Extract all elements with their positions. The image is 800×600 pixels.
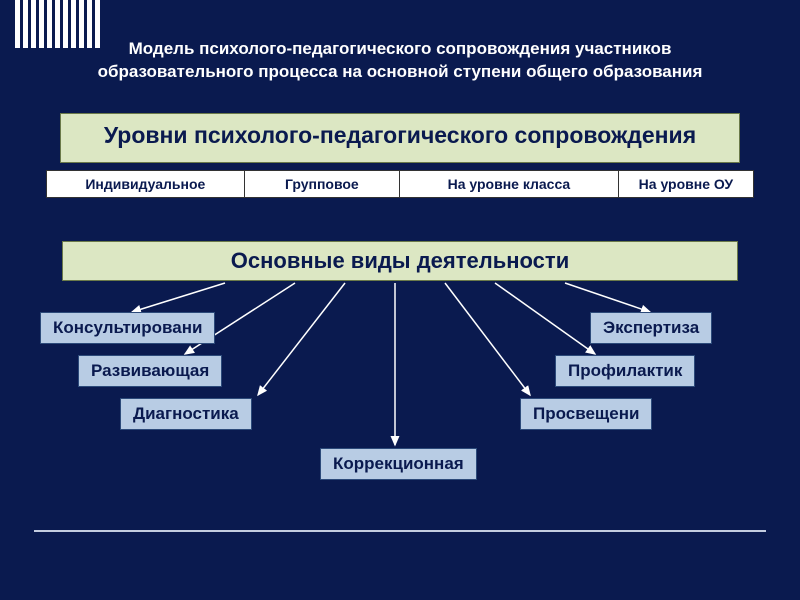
node-correctional: Коррекционная <box>320 448 477 480</box>
node-consulting: Консультировани <box>40 312 215 344</box>
node-diagnostics: Диагностика <box>120 398 252 430</box>
activities-header: Основные виды деятельности <box>62 241 738 281</box>
level-ou: На уровне ОУ <box>619 171 753 197</box>
node-prevention: Профилактик <box>555 355 695 387</box>
footer-divider <box>34 530 766 532</box>
activities-header-label: Основные виды деятельности <box>231 248 569 273</box>
level-class: На уровне класса <box>400 171 619 197</box>
level-group: Групповое <box>245 171 400 197</box>
node-enlightenment: Просвещени <box>520 398 652 430</box>
subtitle-box: Уровни психолого-педагогического сопрово… <box>60 113 740 163</box>
page-title: Модель психолого-педагогического сопрово… <box>80 38 720 84</box>
node-developing: Развивающая <box>78 355 222 387</box>
node-expertise: Экспертиза <box>590 312 712 344</box>
arrows-layer <box>0 0 800 600</box>
subtitle-text: Уровни психолого-педагогического сопрово… <box>71 122 729 148</box>
level-individual: Индивидуальное <box>47 171 245 197</box>
levels-row: Индивидуальное Групповое На уровне класс… <box>46 170 754 198</box>
